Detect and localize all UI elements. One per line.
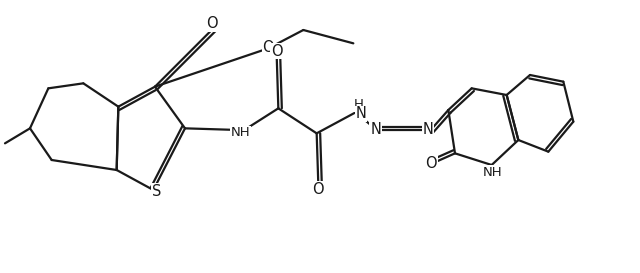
Text: NH: NH <box>483 165 502 179</box>
Text: H: H <box>354 99 364 111</box>
Text: O: O <box>312 182 324 197</box>
Text: O: O <box>425 156 437 171</box>
Text: O: O <box>262 40 274 55</box>
Text: NH: NH <box>230 126 250 140</box>
Text: N: N <box>422 123 433 138</box>
Text: O: O <box>271 43 282 58</box>
Text: S: S <box>152 183 161 198</box>
Text: N: N <box>370 121 381 136</box>
Text: O: O <box>206 16 218 31</box>
Text: N: N <box>356 106 367 121</box>
